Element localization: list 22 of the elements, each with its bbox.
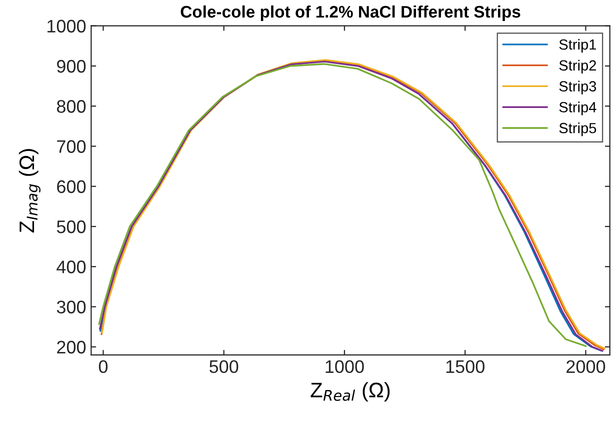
y-tick-label: 900 xyxy=(57,60,86,73)
y-tick-label: 500 xyxy=(56,220,86,234)
y-tick-label: 200 xyxy=(57,340,86,354)
y-tick-label: 1000 xyxy=(48,20,86,33)
legend-label: Strip5 xyxy=(559,122,596,136)
x-tick-label: 0 xyxy=(98,360,108,374)
y-tick-label: 400 xyxy=(56,260,86,274)
x-tick-label: 2000 xyxy=(566,360,606,374)
legend-label: Strip3 xyxy=(559,80,596,94)
x-tick-label: 500 xyxy=(210,360,238,374)
legend-label: Strip1 xyxy=(559,38,596,53)
y-tick-label: 700 xyxy=(57,140,86,153)
x-tick-label: 1000 xyxy=(326,360,364,374)
legend-label: Strip2 xyxy=(559,60,596,74)
y-tick-label: 800 xyxy=(56,100,86,113)
y-axis-title: Z$_{Imag}$ (Ω) xyxy=(18,149,40,233)
legend-label: Strip4 xyxy=(559,102,596,116)
y-tick-label: 300 xyxy=(56,300,86,314)
chart-title: Cole-cole plot of 1.2% NaCl Different Strips xyxy=(180,5,520,21)
y-tick-label: 600 xyxy=(57,180,86,194)
x-tick-label: 1500 xyxy=(446,360,484,374)
x-axis-title: Z$_{Real}$ (Ω) xyxy=(310,382,390,402)
